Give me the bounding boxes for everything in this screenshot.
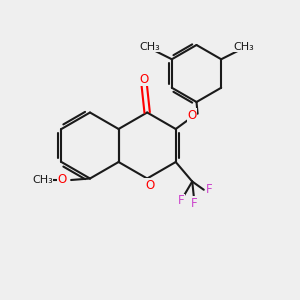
Text: F: F	[190, 197, 197, 210]
Text: F: F	[206, 183, 212, 196]
Text: O: O	[140, 73, 149, 85]
Text: O: O	[188, 109, 197, 122]
Text: F: F	[178, 194, 185, 207]
Text: O: O	[145, 178, 154, 192]
Text: CH₃: CH₃	[32, 175, 53, 185]
Text: CH₃: CH₃	[233, 42, 254, 52]
Text: CH₃: CH₃	[140, 42, 160, 52]
Text: O: O	[58, 173, 67, 187]
